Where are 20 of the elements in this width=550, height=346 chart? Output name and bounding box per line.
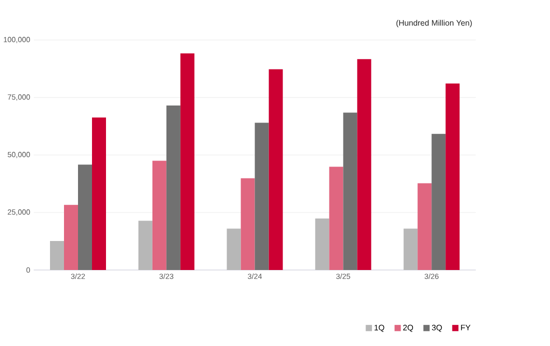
bar bbox=[180, 53, 194, 270]
bar bbox=[50, 241, 64, 270]
bar bbox=[64, 204, 78, 270]
bar bbox=[343, 112, 358, 270]
bar bbox=[138, 220, 152, 270]
bar bbox=[152, 160, 166, 270]
bar bbox=[357, 59, 372, 270]
bar bbox=[240, 178, 255, 270]
bar bbox=[315, 218, 330, 270]
bar bbox=[166, 106, 180, 270]
bar bbox=[254, 122, 269, 270]
bar bbox=[78, 164, 92, 270]
bar bbox=[404, 228, 418, 270]
bar bbox=[432, 134, 446, 270]
bar bbox=[446, 83, 460, 270]
bar bbox=[92, 118, 106, 270]
bar bbox=[329, 166, 344, 270]
bar bbox=[226, 228, 241, 270]
bar bbox=[268, 69, 283, 270]
bar bbox=[418, 183, 432, 270]
